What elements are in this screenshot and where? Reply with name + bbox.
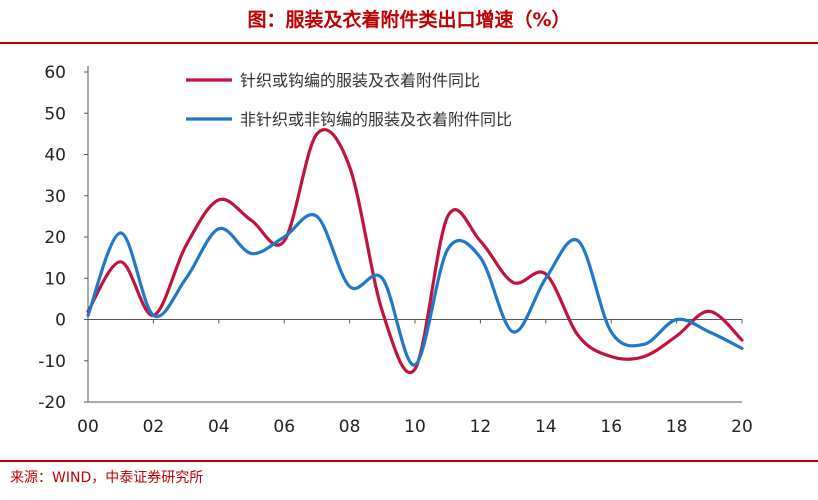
- y-tick-label: 10: [44, 269, 66, 289]
- y-tick-label: 40: [44, 146, 66, 166]
- y-tick-label: 30: [44, 187, 66, 207]
- title-divider: [0, 42, 818, 44]
- y-tick-label: 60: [44, 63, 66, 83]
- y-tick-label: 50: [44, 104, 66, 124]
- x-tick-label: 20: [731, 417, 753, 437]
- legend-label-1: 针织或钩编的服装及衣着附件同比: [240, 71, 480, 90]
- series-line-2: [86, 213, 744, 367]
- x-tick-label: 10: [404, 417, 426, 437]
- x-tick-label: 16: [600, 417, 622, 437]
- x-tick-label: 00: [77, 417, 99, 437]
- x-tick-label: 14: [535, 417, 557, 437]
- y-tick-label: -20: [38, 393, 66, 413]
- x-tick-label: 12: [470, 417, 492, 437]
- legend-label-2: 非针织或非钩编的服装及衣着附件同比: [240, 110, 512, 129]
- y-tick-label: -10: [38, 352, 66, 372]
- source-note: 来源：WIND，中泰证券研究所: [10, 470, 204, 486]
- chart-title: 图：服装及衣着附件类出口增速（%）: [247, 9, 571, 31]
- series-line-1: [86, 128, 744, 374]
- footer-divider: [0, 460, 818, 462]
- y-tick-label: 0: [55, 311, 66, 331]
- line-chart: -20 -10 0 10 20 30 40 50 60 00 02 04 06 08 10 12 14 16 18 2…: [38, 63, 753, 437]
- x-tick-label: 02: [143, 417, 165, 437]
- x-tick-label: 08: [339, 417, 361, 437]
- x-tick-label: 06: [273, 417, 295, 437]
- x-tick-label: 04: [208, 417, 230, 437]
- x-tick-label: 18: [666, 417, 688, 437]
- y-tick-label: 20: [44, 228, 66, 248]
